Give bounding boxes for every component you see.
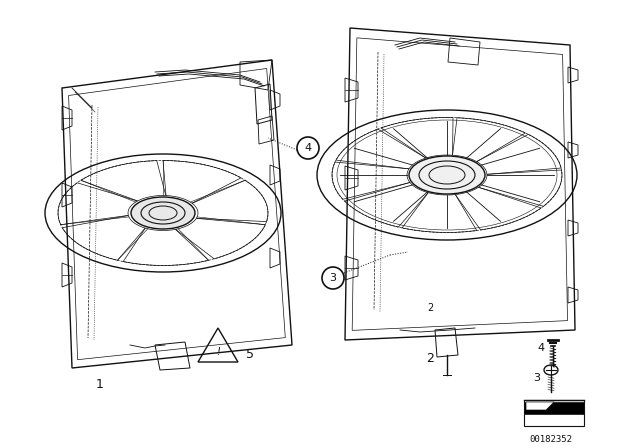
Ellipse shape bbox=[131, 197, 195, 229]
Text: 00182352: 00182352 bbox=[529, 435, 573, 444]
Circle shape bbox=[297, 137, 319, 159]
Bar bbox=[524, 402, 584, 414]
Text: 4: 4 bbox=[305, 143, 312, 153]
Text: !: ! bbox=[216, 347, 220, 357]
Bar bbox=[524, 400, 584, 426]
Text: 4: 4 bbox=[538, 343, 545, 353]
Text: 3: 3 bbox=[330, 273, 337, 283]
Text: 2: 2 bbox=[426, 352, 434, 365]
Circle shape bbox=[322, 267, 344, 289]
Text: 2: 2 bbox=[427, 303, 433, 313]
Polygon shape bbox=[526, 402, 554, 410]
Text: 5: 5 bbox=[246, 349, 254, 362]
Text: 1: 1 bbox=[96, 379, 104, 392]
Ellipse shape bbox=[409, 156, 485, 194]
Text: 3: 3 bbox=[534, 373, 541, 383]
